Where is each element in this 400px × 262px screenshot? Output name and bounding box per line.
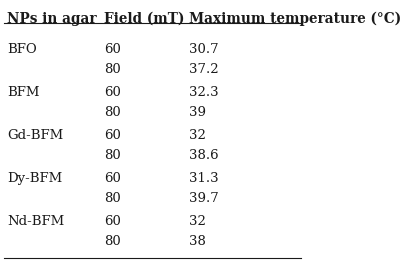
Text: 39: 39 [189, 106, 206, 119]
Text: NPs in agar: NPs in agar [8, 12, 97, 26]
Text: 60: 60 [104, 172, 121, 185]
Text: BFM: BFM [8, 86, 40, 99]
Text: 32: 32 [189, 129, 206, 142]
Text: 80: 80 [104, 63, 121, 76]
Text: 30.7: 30.7 [189, 43, 219, 56]
Text: Gd-BFM: Gd-BFM [8, 129, 64, 142]
Text: 39.7: 39.7 [189, 192, 219, 205]
Text: 60: 60 [104, 129, 121, 142]
Text: Field (mT): Field (mT) [104, 12, 185, 26]
Text: 60: 60 [104, 215, 121, 228]
Text: Maximum temperature (°C): Maximum temperature (°C) [189, 12, 400, 26]
Text: 80: 80 [104, 192, 121, 205]
Text: 38.6: 38.6 [189, 149, 219, 162]
Text: 80: 80 [104, 235, 121, 248]
Text: 80: 80 [104, 149, 121, 162]
Text: Dy-BFM: Dy-BFM [8, 172, 63, 185]
Text: 60: 60 [104, 86, 121, 99]
Text: 38: 38 [189, 235, 206, 248]
Text: 32.3: 32.3 [189, 86, 219, 99]
Text: 31.3: 31.3 [189, 172, 219, 185]
Text: 60: 60 [104, 43, 121, 56]
Text: Nd-BFM: Nd-BFM [8, 215, 65, 228]
Text: 37.2: 37.2 [189, 63, 219, 76]
Text: BFO: BFO [8, 43, 37, 56]
Text: 32: 32 [189, 215, 206, 228]
Text: 80: 80 [104, 106, 121, 119]
